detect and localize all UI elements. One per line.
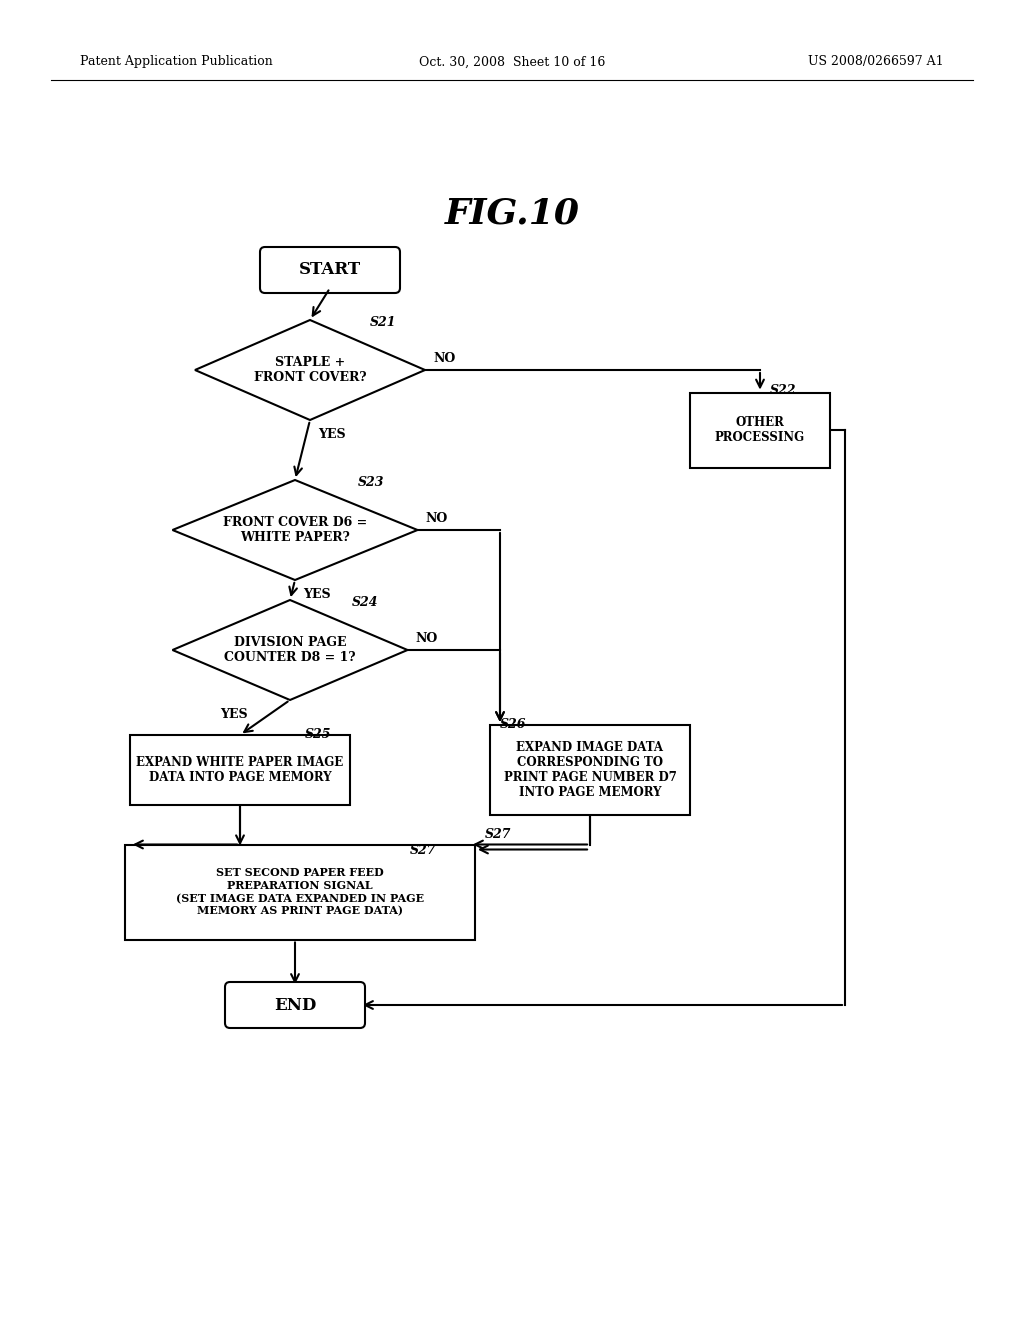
FancyBboxPatch shape — [225, 982, 365, 1028]
Text: EXPAND WHITE PAPER IMAGE
DATA INTO PAGE MEMORY: EXPAND WHITE PAPER IMAGE DATA INTO PAGE … — [136, 756, 344, 784]
Text: NO: NO — [433, 351, 456, 364]
Text: Patent Application Publication: Patent Application Publication — [80, 55, 272, 69]
Text: SET SECOND PAPER FEED
PREPARATION SIGNAL
(SET IMAGE DATA EXPANDED IN PAGE
MEMORY: SET SECOND PAPER FEED PREPARATION SIGNAL… — [176, 867, 424, 916]
Bar — [690, 392, 830, 467]
Text: US 2008/0266597 A1: US 2008/0266597 A1 — [808, 55, 944, 69]
Text: NO: NO — [416, 631, 437, 644]
FancyBboxPatch shape — [260, 247, 400, 293]
Text: EXPAND IMAGE DATA
CORRESPONDING TO
PRINT PAGE NUMBER D7
INTO PAGE MEMORY: EXPAND IMAGE DATA CORRESPONDING TO PRINT… — [504, 741, 677, 799]
Text: END: END — [273, 997, 316, 1014]
Text: S26: S26 — [500, 718, 526, 731]
Text: DIVISION PAGE
COUNTER D8 = 1?: DIVISION PAGE COUNTER D8 = 1? — [224, 636, 355, 664]
Text: YES: YES — [220, 709, 248, 722]
Bar — [130, 735, 350, 805]
Text: YES: YES — [318, 429, 346, 441]
Text: YES: YES — [303, 589, 331, 602]
Bar — [490, 725, 690, 814]
Text: S24: S24 — [352, 595, 379, 609]
Text: FRONT COVER D6 =
WHITE PAPER?: FRONT COVER D6 = WHITE PAPER? — [223, 516, 368, 544]
Text: Oct. 30, 2008  Sheet 10 of 16: Oct. 30, 2008 Sheet 10 of 16 — [419, 55, 605, 69]
Polygon shape — [172, 601, 408, 700]
Polygon shape — [172, 480, 418, 579]
Text: FIG.10: FIG.10 — [444, 195, 580, 230]
Text: S23: S23 — [358, 475, 384, 488]
Bar — [125, 845, 475, 940]
Text: START: START — [299, 261, 361, 279]
Polygon shape — [195, 319, 425, 420]
Text: STAPLE +
FRONT COVER?: STAPLE + FRONT COVER? — [254, 356, 367, 384]
Text: S25: S25 — [305, 729, 332, 742]
Text: S21: S21 — [370, 315, 396, 329]
Text: OTHER
PROCESSING: OTHER PROCESSING — [715, 416, 805, 444]
Text: S22: S22 — [770, 384, 797, 396]
Text: S27: S27 — [410, 843, 436, 857]
Text: NO: NO — [426, 511, 447, 524]
Text: S27: S27 — [485, 828, 512, 841]
